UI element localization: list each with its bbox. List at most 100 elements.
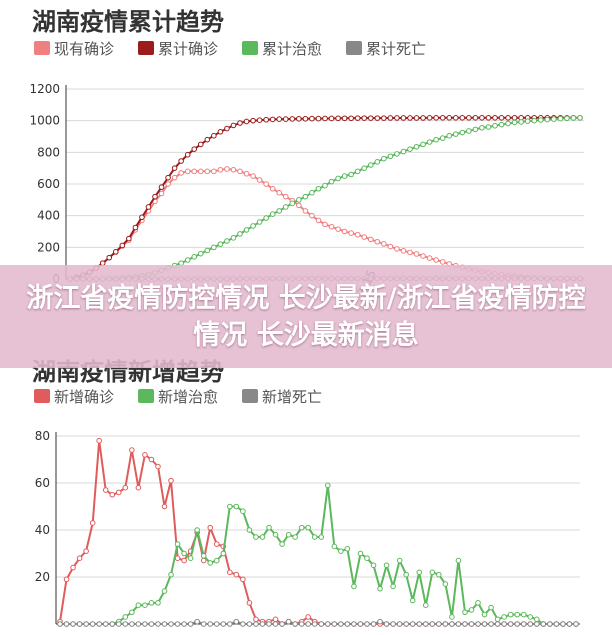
data-point-2-2-73	[527, 614, 534, 620]
data-point-1-3-48	[374, 159, 381, 165]
data-point-1-1-42	[335, 226, 341, 232]
data-point-1-3-60	[452, 131, 459, 137]
data-point-2-2-66	[481, 611, 488, 618]
data-point-1-2-38	[309, 115, 315, 122]
data-point-2-1-27	[227, 569, 233, 576]
data-point-1-2-50	[387, 115, 394, 121]
data-point-1-1-18	[178, 170, 184, 176]
data-point-1-2-46	[361, 115, 368, 121]
data-point-1-3-38	[309, 189, 315, 196]
series-line-1-2	[69, 116, 580, 280]
data-point-2-3-17	[161, 621, 168, 627]
data-point-1-2-39	[315, 115, 322, 122]
data-point-2-3-42	[324, 621, 331, 627]
data-point-1-2-31	[263, 116, 269, 123]
data-point-1-2-10	[126, 235, 132, 242]
data-point-1-3-35	[289, 200, 296, 207]
data-point-2-3-53	[396, 621, 403, 627]
data-point-1-2-56	[426, 115, 433, 121]
data-point-1-3-72	[531, 117, 538, 124]
data-point-2-3-74	[534, 621, 540, 627]
data-point-1-2-27	[237, 120, 243, 126]
data-point-1-1-16	[165, 181, 171, 187]
data-point-2-2-45	[344, 546, 351, 552]
data-point-1-2-20	[191, 146, 198, 152]
data-point-1-1-20	[191, 168, 198, 175]
data-point-2-3-62	[455, 621, 462, 627]
data-point-1-3-66	[492, 122, 498, 129]
data-point-2-3-46	[351, 621, 357, 627]
data-point-1-3-29	[250, 223, 256, 229]
data-point-1-3-52	[400, 148, 407, 155]
data-point-1-1-47	[367, 236, 374, 243]
data-point-2-3-13	[135, 621, 142, 627]
data-point-2-3-30	[246, 621, 253, 627]
data-point-2-3-37	[292, 621, 298, 627]
data-point-1-1-43	[341, 228, 348, 235]
data-point-2-2-23	[200, 553, 207, 559]
data-point-1-2-42	[335, 115, 341, 122]
data-point-2-3-72	[520, 621, 527, 627]
data-point-1-1-50	[387, 243, 394, 250]
data-point-2-2-39	[305, 524, 312, 531]
data-point-2-1-4	[76, 555, 83, 562]
data-point-1-3-24	[217, 241, 224, 247]
data-point-1-2-62	[466, 115, 472, 121]
data-point-1-2-63	[472, 115, 479, 121]
data-point-1-2-29	[250, 117, 256, 124]
data-point-1-2-51	[394, 115, 400, 121]
data-point-2-3-69	[501, 621, 507, 627]
data-point-1-2-36	[296, 115, 302, 122]
y-tick-label-1-2: 200	[37, 240, 60, 254]
legend-swatch-1-2	[138, 41, 154, 55]
data-point-2-3-5	[83, 621, 89, 627]
data-point-1-2-30	[256, 117, 263, 123]
data-point-1-3-41	[328, 178, 335, 185]
data-point-1-3-32	[269, 211, 276, 217]
data-point-1-3-23	[211, 244, 217, 251]
data-point-2-3-31	[253, 621, 259, 627]
data-point-1-1-56	[426, 255, 433, 261]
data-point-1-2-52	[400, 115, 407, 121]
data-point-2-3-32	[259, 621, 266, 627]
data-point-1-3-61	[459, 129, 466, 136]
data-point-2-3-10	[115, 621, 122, 627]
data-point-1-3-36	[296, 197, 302, 203]
data-point-1-3-45	[354, 168, 361, 175]
data-point-2-2-24	[207, 560, 214, 566]
data-point-2-3-43	[331, 621, 338, 627]
data-point-2-1-7	[96, 437, 102, 444]
data-point-1-3-64	[479, 124, 485, 131]
data-point-2-3-70	[507, 621, 514, 627]
data-point-2-2-35	[279, 541, 285, 547]
data-point-2-2-22	[194, 527, 200, 533]
data-point-1-1-54	[413, 251, 420, 257]
data-point-2-3-16	[155, 621, 161, 627]
data-point-2-3-8	[102, 621, 109, 627]
data-point-1-2-12	[139, 214, 145, 221]
data-point-1-3-21	[197, 250, 204, 257]
data-point-2-3-61	[449, 621, 455, 627]
data-point-2-2-54	[403, 571, 409, 578]
data-point-2-2-70	[507, 611, 514, 618]
data-point-2-2-59	[436, 571, 442, 578]
data-point-1-2-21	[197, 141, 204, 148]
data-point-2-2-18	[168, 571, 174, 578]
data-point-2-2-46	[351, 583, 357, 590]
chart-title-1: 湖南疫情累计趋势	[32, 8, 224, 36]
data-point-1-1-26	[230, 166, 237, 173]
data-point-1-3-26	[230, 235, 237, 241]
data-point-1-3-49	[381, 155, 387, 162]
data-point-1-3-59	[446, 132, 453, 139]
data-point-1-3-51	[394, 151, 400, 157]
data-point-2-2-26	[220, 550, 227, 557]
series-line-1-3	[70, 116, 581, 280]
data-point-2-3-49	[370, 621, 377, 627]
data-point-2-3-29	[240, 621, 246, 627]
data-point-1-3-46	[361, 165, 368, 171]
data-point-2-2-48	[364, 555, 370, 562]
data-point-1-1-32	[269, 185, 276, 192]
legend-swatch-2-3	[242, 389, 258, 403]
data-point-1-3-54	[413, 143, 420, 150]
data-point-2-2-20	[181, 550, 187, 557]
